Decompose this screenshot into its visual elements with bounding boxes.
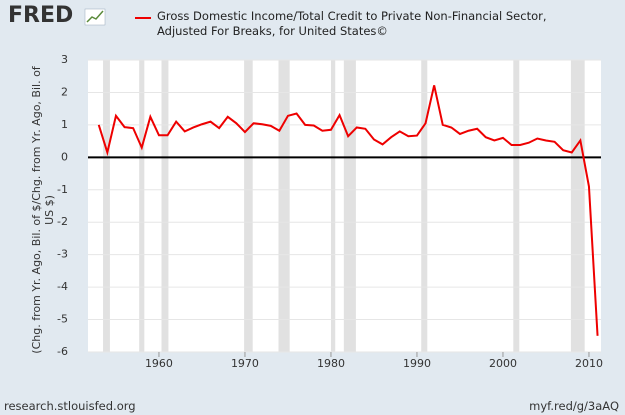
y-tick-label: -3: [57, 248, 68, 261]
recession-band: [278, 60, 290, 352]
recession-band: [244, 60, 253, 352]
link[interactable]: myf.red/g/3aAQ: [529, 399, 619, 413]
y-tick-label: -5: [57, 313, 68, 326]
recession-band: [570, 60, 585, 352]
y-tick-label: 0: [61, 150, 68, 163]
y-tick-label: -2: [57, 215, 68, 228]
x-tick-label: 1980: [317, 357, 345, 370]
recession-band: [161, 60, 169, 352]
logo: FRED: [8, 3, 74, 28]
source: research.stlouisfed.org: [4, 399, 136, 413]
y-tick-label: 3: [61, 53, 68, 66]
line-series: [97, 85, 599, 336]
x-tick-label: 2000: [489, 357, 517, 370]
y-tick-label: -4: [57, 280, 68, 293]
y-tick-label: 2: [61, 85, 68, 98]
y-axis-label: (Chg. from Yr. Ago, Bil. of $/Chg. from …: [30, 66, 56, 354]
logo-icon: [84, 8, 106, 26]
y-tick-label: 1: [61, 118, 68, 131]
legend-label: Gross Domestic Income/Total Credit to Pr…: [157, 9, 547, 38]
recession-band: [513, 60, 520, 352]
recession-band: [103, 60, 110, 352]
recession-band: [421, 60, 428, 352]
recession-band: [330, 60, 336, 352]
recession-band: [139, 60, 145, 352]
x-tick-label: 1970: [231, 357, 259, 370]
x-tick-label: 2010: [575, 357, 603, 370]
recession-band: [343, 60, 356, 352]
y-tick-label: -6: [57, 345, 68, 358]
x-tick-label: 1990: [403, 357, 431, 370]
y-tick-label: -1: [57, 183, 68, 196]
x-tick-label: 1960: [145, 357, 173, 370]
